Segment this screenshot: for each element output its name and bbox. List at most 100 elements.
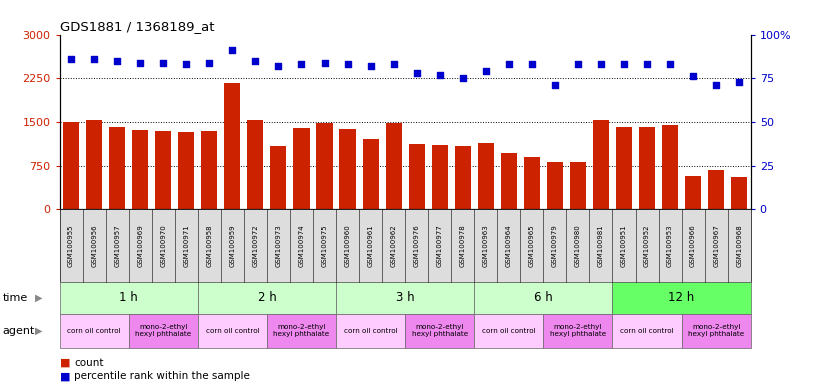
Point: [87, 56, 100, 62]
Bar: [455, 146, 471, 209]
Point: [710, 82, 723, 88]
Point: [686, 73, 699, 79]
Point: [64, 56, 78, 62]
Text: GSM100960: GSM100960: [344, 224, 351, 267]
Point: [503, 61, 516, 67]
Bar: [224, 83, 241, 209]
Bar: [593, 120, 609, 209]
Text: mono-2-ethyl
hexyl phthalate: mono-2-ethyl hexyl phthalate: [550, 324, 606, 337]
Point: [226, 47, 239, 53]
Text: GSM100974: GSM100974: [299, 224, 304, 267]
Text: GSM100962: GSM100962: [391, 224, 397, 267]
Text: GSM100955: GSM100955: [68, 225, 74, 267]
Bar: [155, 131, 171, 209]
Text: ■: ■: [60, 358, 70, 368]
Point: [433, 72, 446, 78]
Bar: [477, 144, 494, 209]
Point: [733, 79, 746, 85]
Point: [548, 82, 561, 88]
Text: GSM100971: GSM100971: [184, 224, 189, 267]
Bar: [731, 177, 747, 209]
Bar: [662, 125, 678, 209]
Text: GSM100970: GSM100970: [160, 224, 166, 267]
Text: mono-2-ethyl
hexyl phthalate: mono-2-ethyl hexyl phthalate: [135, 324, 192, 337]
Bar: [86, 119, 102, 209]
Text: 3 h: 3 h: [396, 291, 415, 305]
Text: agent: agent: [2, 326, 35, 336]
Text: GSM100981: GSM100981: [598, 224, 604, 267]
Bar: [294, 128, 309, 209]
Point: [618, 61, 631, 67]
Bar: [178, 132, 194, 209]
Point: [456, 75, 469, 81]
Bar: [270, 146, 286, 209]
Text: GSM100959: GSM100959: [229, 224, 235, 267]
Bar: [570, 162, 586, 209]
Text: GDS1881 / 1368189_at: GDS1881 / 1368189_at: [60, 20, 214, 33]
Point: [249, 58, 262, 64]
Point: [387, 61, 400, 67]
Bar: [109, 127, 125, 209]
Text: 6 h: 6 h: [534, 291, 552, 305]
Point: [410, 70, 424, 76]
Text: percentile rank within the sample: percentile rank within the sample: [74, 371, 251, 381]
Text: count: count: [74, 358, 104, 368]
Bar: [432, 145, 448, 209]
Text: GSM100975: GSM100975: [322, 224, 327, 267]
Text: GSM100952: GSM100952: [644, 225, 650, 267]
Point: [663, 61, 676, 67]
Text: GSM100972: GSM100972: [252, 224, 259, 267]
Text: GSM100963: GSM100963: [483, 224, 489, 267]
Text: GSM100967: GSM100967: [713, 224, 719, 267]
Text: corn oil control: corn oil control: [482, 328, 535, 334]
Point: [594, 61, 607, 67]
Text: ▶: ▶: [35, 326, 42, 336]
Point: [571, 61, 584, 67]
Text: GSM100976: GSM100976: [414, 224, 419, 267]
Bar: [409, 144, 424, 209]
Point: [341, 61, 354, 67]
Text: GSM100953: GSM100953: [667, 224, 673, 267]
Point: [364, 63, 377, 69]
Point: [111, 58, 124, 64]
Text: ▶: ▶: [35, 293, 42, 303]
Bar: [386, 122, 401, 209]
Bar: [339, 129, 356, 209]
Text: corn oil control: corn oil control: [620, 328, 674, 334]
Text: corn oil control: corn oil control: [67, 328, 121, 334]
Bar: [63, 122, 79, 209]
Text: GSM100979: GSM100979: [552, 224, 558, 267]
Bar: [639, 127, 655, 209]
Text: GSM100964: GSM100964: [506, 224, 512, 267]
Point: [203, 60, 216, 66]
Text: 1 h: 1 h: [119, 291, 138, 305]
Bar: [362, 139, 379, 209]
Point: [295, 61, 308, 67]
Bar: [132, 130, 149, 209]
Text: GSM100951: GSM100951: [621, 224, 627, 267]
Text: mono-2-ethyl
hexyl phthalate: mono-2-ethyl hexyl phthalate: [273, 324, 330, 337]
Text: GSM100961: GSM100961: [367, 224, 374, 267]
Text: GSM100980: GSM100980: [575, 224, 581, 267]
Point: [134, 60, 147, 66]
Bar: [547, 162, 563, 209]
Bar: [616, 127, 632, 209]
Text: ■: ■: [60, 371, 70, 381]
Text: GSM100977: GSM100977: [437, 224, 443, 267]
Text: GSM100965: GSM100965: [529, 224, 534, 267]
Point: [272, 63, 285, 69]
Point: [641, 61, 654, 67]
Text: GSM100969: GSM100969: [137, 224, 143, 267]
Text: mono-2-ethyl
hexyl phthalate: mono-2-ethyl hexyl phthalate: [411, 324, 468, 337]
Text: mono-2-ethyl
hexyl phthalate: mono-2-ethyl hexyl phthalate: [688, 324, 744, 337]
Point: [479, 68, 492, 74]
Text: GSM100978: GSM100978: [459, 224, 466, 267]
Bar: [708, 170, 725, 209]
Bar: [317, 123, 333, 209]
Bar: [685, 175, 701, 209]
Text: time: time: [2, 293, 28, 303]
Text: GSM100966: GSM100966: [690, 224, 696, 267]
Text: GSM100958: GSM100958: [206, 224, 212, 267]
Bar: [247, 119, 264, 209]
Text: corn oil control: corn oil control: [206, 328, 259, 334]
